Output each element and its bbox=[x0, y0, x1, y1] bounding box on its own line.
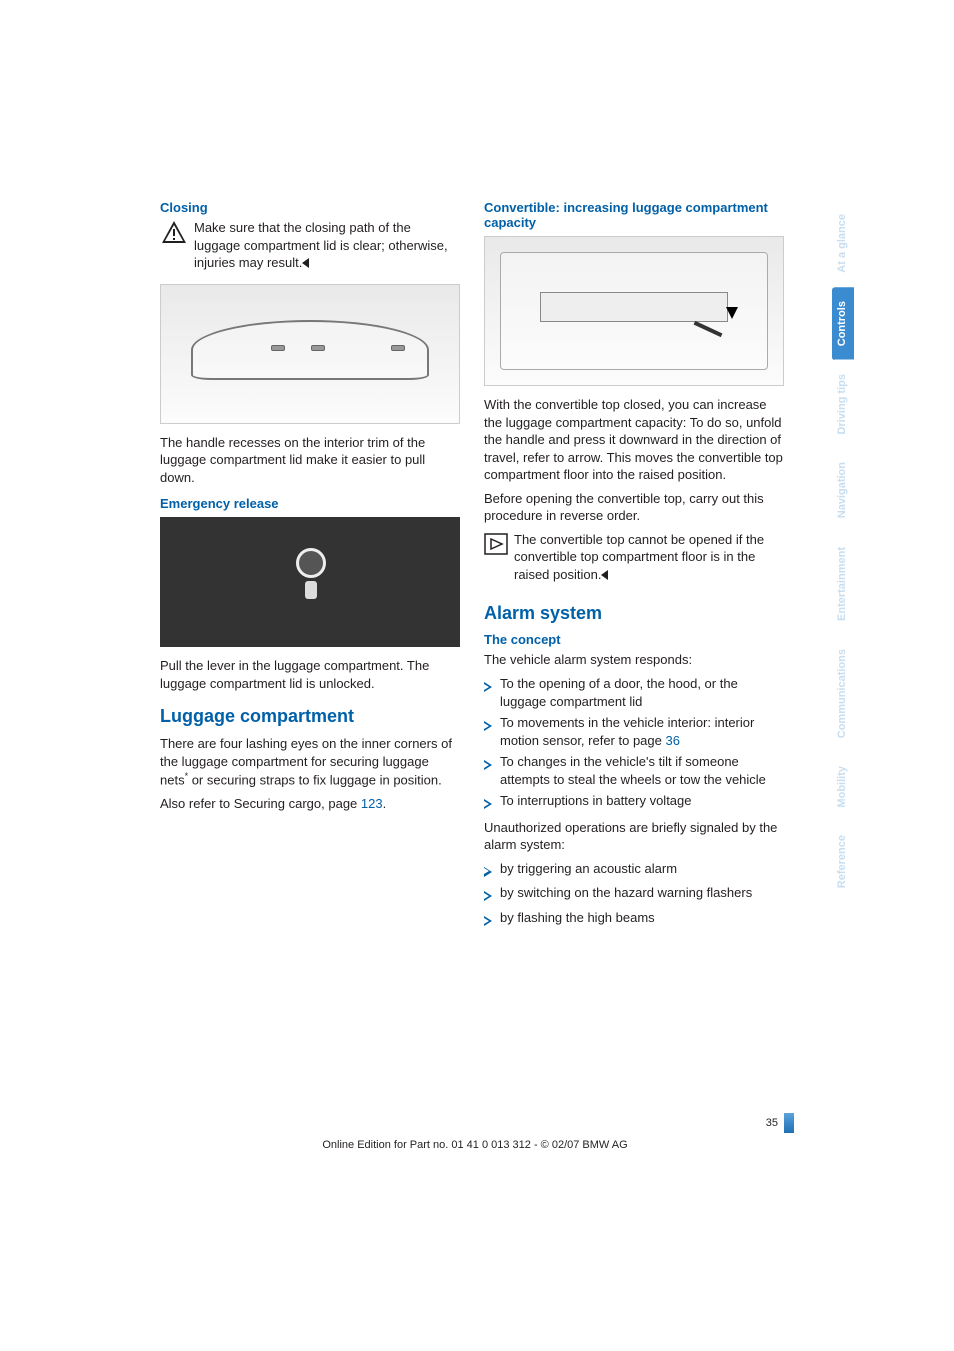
figure-emergency-release bbox=[160, 517, 460, 647]
list-item: To interruptions in battery voltage bbox=[484, 792, 784, 813]
tab-driving-tips[interactable]: Driving tips bbox=[832, 360, 854, 449]
alarm-sub: The concept bbox=[484, 632, 784, 647]
page-ref-36[interactable]: 36 bbox=[665, 733, 679, 748]
page-content: Closing Make sure that the closing path … bbox=[160, 200, 790, 936]
list-item: To movements in the vehicle interior: in… bbox=[484, 714, 784, 749]
warning-text-content: Make sure that the closing path of the l… bbox=[194, 220, 448, 270]
list-item-label: by flashing the high beams bbox=[500, 909, 655, 927]
page-stripe-icon bbox=[784, 1113, 794, 1133]
convertible-para2: Before opening the convertible top, carr… bbox=[484, 490, 784, 525]
tab-at-a-glance[interactable]: At a glance bbox=[832, 200, 854, 287]
figure-convertible-floor bbox=[484, 236, 784, 386]
alarm-bullets-1: To the opening of a door, the hood, or t… bbox=[484, 675, 784, 813]
luggage-ref-post: . bbox=[383, 796, 387, 811]
list-item: To changes in the vehicle's tilt if some… bbox=[484, 753, 784, 788]
closing-after-fig-para: The handle recesses on the interior trim… bbox=[160, 434, 460, 487]
two-columns: Closing Make sure that the closing path … bbox=[160, 200, 790, 936]
bullet-icon bbox=[484, 721, 492, 731]
luggage-para-post: or securing straps to fix luggage in pos… bbox=[188, 773, 442, 788]
bullet-icon bbox=[484, 682, 492, 692]
closing-heading: Closing bbox=[160, 200, 460, 215]
tab-controls[interactable]: Controls bbox=[832, 287, 854, 360]
alarm-heading: Alarm system bbox=[484, 603, 784, 624]
list-item-pre: To movements in the vehicle interior: in… bbox=[500, 715, 754, 748]
bullet-icon bbox=[484, 867, 492, 877]
tab-communications[interactable]: Communications bbox=[832, 635, 854, 752]
luggage-para: There are four lashing eyes on the inner… bbox=[160, 735, 460, 789]
page-ref-123[interactable]: 123 bbox=[361, 796, 383, 811]
bullet-icon bbox=[484, 916, 492, 926]
tab-navigation[interactable]: Navigation bbox=[832, 448, 854, 532]
alarm-bullets-2: by triggering an acoustic alarm by switc… bbox=[484, 860, 784, 930]
list-item-label: by triggering an acoustic alarm bbox=[500, 860, 677, 878]
list-item: To the opening of a door, the hood, or t… bbox=[484, 675, 784, 710]
list-item: by triggering an acoustic alarm bbox=[484, 860, 784, 881]
tab-reference[interactable]: Reference bbox=[832, 821, 854, 902]
bullet-icon bbox=[484, 799, 492, 809]
list-item-label: To movements in the vehicle interior: in… bbox=[500, 714, 784, 749]
alarm-intro: The vehicle alarm system responds: bbox=[484, 651, 784, 669]
list-item: by switching on the hazard warning flash… bbox=[484, 884, 784, 905]
warning-text: Make sure that the closing path of the l… bbox=[194, 219, 460, 272]
note-text-content: The convertible top cannot be opened if … bbox=[514, 532, 764, 582]
list-item-label: To the opening of a door, the hood, or t… bbox=[500, 675, 784, 710]
bullet-icon bbox=[484, 891, 492, 901]
convertible-heading: Convertible: increasing luggage compartm… bbox=[484, 200, 784, 230]
sidebar-tabs: At a glance Controls Driving tips Naviga… bbox=[832, 200, 854, 903]
page-footer: 35 Online Edition for Part no. 01 41 0 0… bbox=[160, 1113, 790, 1151]
note-block: The convertible top cannot be opened if … bbox=[484, 531, 784, 590]
footer-line: Online Edition for Part no. 01 41 0 013 … bbox=[160, 1139, 790, 1151]
list-item-label: To interruptions in battery voltage bbox=[500, 792, 692, 810]
luggage-ref: Also refer to Securing cargo, page 123. bbox=[160, 795, 460, 813]
list-item-label: To changes in the vehicle's tilt if some… bbox=[500, 753, 784, 788]
warning-icon bbox=[160, 219, 188, 248]
tab-mobility[interactable]: Mobility bbox=[832, 752, 854, 822]
note-icon bbox=[484, 533, 508, 558]
convertible-para1: With the convertible top closed, you can… bbox=[484, 396, 784, 484]
bullet-icon bbox=[484, 760, 492, 770]
warning-block: Make sure that the closing path of the l… bbox=[160, 219, 460, 278]
figure-trunk-handles bbox=[160, 284, 460, 424]
left-column: Closing Make sure that the closing path … bbox=[160, 200, 460, 936]
emergency-heading: Emergency release bbox=[160, 496, 460, 511]
list-item: by flashing the high beams bbox=[484, 909, 784, 930]
alarm-mid: Unauthorized operations are briefly sign… bbox=[484, 819, 784, 854]
luggage-heading: Luggage compartment bbox=[160, 706, 460, 727]
tab-entertainment[interactable]: Entertainment bbox=[832, 533, 854, 635]
page-number: 35 bbox=[766, 1117, 778, 1129]
note-text: The convertible top cannot be opened if … bbox=[514, 531, 784, 584]
page-number-block: 35 bbox=[160, 1113, 790, 1133]
emergency-para: Pull the lever in the luggage compartmen… bbox=[160, 657, 460, 692]
end-marker-icon bbox=[601, 570, 608, 580]
list-item-label: by switching on the hazard warning flash… bbox=[500, 884, 752, 902]
right-column: Convertible: increasing luggage compartm… bbox=[484, 200, 784, 936]
luggage-ref-pre: Also refer to Securing cargo, page bbox=[160, 796, 361, 811]
end-marker-icon bbox=[302, 258, 309, 268]
